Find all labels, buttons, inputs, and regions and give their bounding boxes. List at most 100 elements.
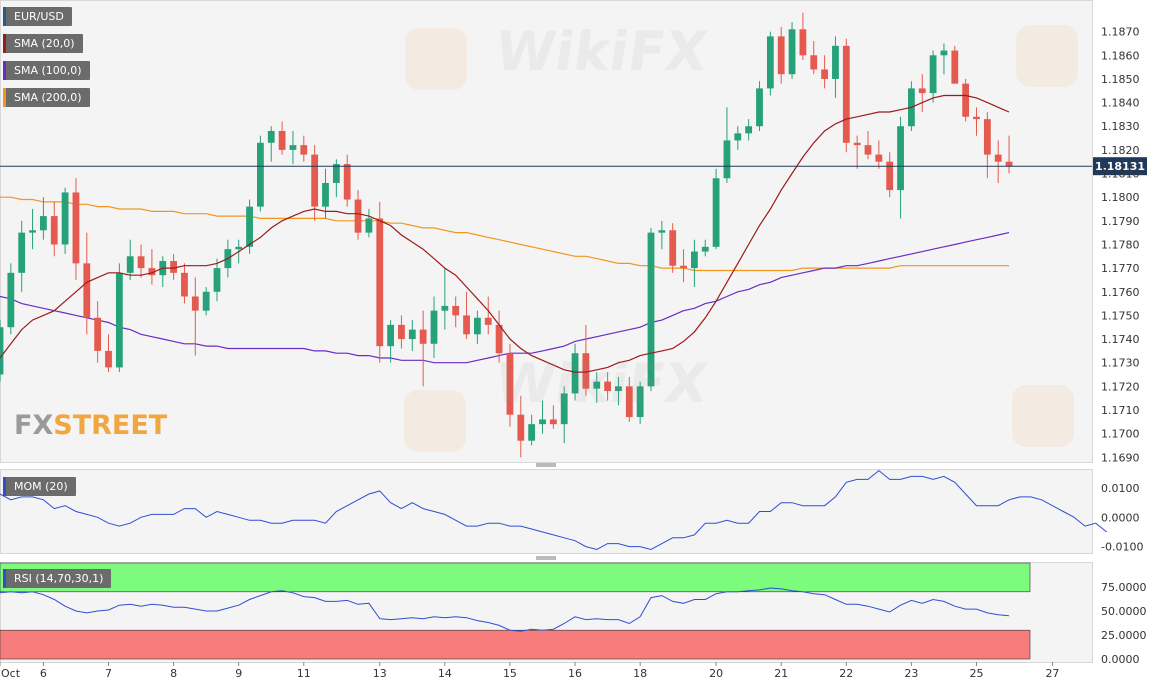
sma-100-path <box>0 232 1010 364</box>
candle-body <box>29 230 36 233</box>
candle-body <box>756 88 763 127</box>
x-tick-label: 27 <box>1045 667 1059 680</box>
legend-sma-20[interactable]: SMA (20,0) <box>3 34 83 53</box>
x-tick-label: 15 <box>503 667 517 680</box>
candle-body <box>734 133 742 141</box>
candle-body <box>213 268 221 292</box>
candle-body <box>680 265 687 269</box>
resize-handle-mom[interactable] <box>536 556 556 560</box>
candle-body <box>126 256 134 273</box>
candle-body <box>50 216 58 245</box>
candle-body <box>799 29 807 56</box>
sma-20-line <box>0 94 1010 373</box>
candle-body <box>539 419 546 425</box>
price-tick-label: 1.1790 <box>1101 215 1140 228</box>
candle-body <box>886 161 894 191</box>
x-tick-label: 22 <box>839 667 853 680</box>
candle-body <box>72 192 80 264</box>
price-tick-label: 1.1730 <box>1101 357 1140 370</box>
candle-body <box>691 251 698 269</box>
rsi-panel-border <box>0 562 1093 663</box>
candle-body <box>625 386 633 418</box>
candle-body <box>343 164 351 200</box>
candle-body <box>332 164 340 183</box>
momentum-line <box>0 469 1108 551</box>
candle-body <box>94 317 102 351</box>
candle-body <box>474 317 481 335</box>
candle-body <box>1005 161 1013 167</box>
candle-body <box>246 206 253 247</box>
candle-body <box>311 154 319 207</box>
legend-label: MOM (20) <box>14 480 68 493</box>
price-tick-label: 1.1710 <box>1101 404 1140 417</box>
candle-body <box>289 145 297 150</box>
price-panel-border <box>0 0 1093 463</box>
legend-sma-200[interactable]: SMA (200,0) <box>3 88 90 107</box>
legend-label: SMA (100,0) <box>14 64 82 77</box>
candle-body <box>278 130 286 150</box>
candle-body <box>430 310 438 344</box>
candle-body <box>452 305 460 316</box>
x-tick-label: 21 <box>774 667 788 680</box>
price-tick-label: 1.1810 <box>1101 168 1140 181</box>
candle-body <box>832 45 839 79</box>
legend-label: EUR/USD <box>14 10 64 23</box>
rsi-zones <box>0 562 1031 660</box>
legend-rsi[interactable]: RSI (14,70,30,1) <box>3 569 112 588</box>
rsi-overbought-zone <box>0 562 1031 593</box>
logo-street: STREET <box>53 410 168 441</box>
legend-momentum[interactable]: MOM (20) <box>3 477 76 496</box>
candle-body <box>604 381 611 392</box>
candle-body <box>148 268 156 276</box>
legend-instrument[interactable]: EUR/USD <box>3 7 72 26</box>
rsi-oversold-zone <box>0 629 1031 660</box>
price-tick-label: 1.1760 <box>1101 286 1140 299</box>
x-tick-label: 11 <box>297 667 311 680</box>
sma-200-line <box>0 196 1009 272</box>
candle-body <box>170 261 177 273</box>
watermark-logo-icon <box>1012 385 1074 447</box>
mom-tick-label: 0.0100 <box>1101 482 1140 495</box>
watermark-logo-icon <box>1016 25 1078 87</box>
resize-handle-price[interactable] <box>536 463 556 467</box>
mom-panel-bg <box>0 469 1092 553</box>
candle-body <box>257 142 264 207</box>
candle-body <box>235 246 243 250</box>
candle-body <box>408 329 416 340</box>
candle-body <box>441 305 449 311</box>
legend-swatch <box>3 7 6 26</box>
legend-label: SMA (200,0) <box>14 91 82 104</box>
candle-body <box>929 55 937 94</box>
legend-sma-100[interactable]: SMA (100,0) <box>3 61 90 80</box>
legend-swatch <box>3 88 6 107</box>
price-tick-label: 1.1800 <box>1101 191 1140 204</box>
x-tick-label: 20 <box>709 667 723 680</box>
price-tick-label: 1.1690 <box>1101 451 1140 464</box>
x-tick-label: 14 <box>438 667 452 680</box>
candle-body <box>766 36 774 89</box>
x-tick-label: 16 <box>568 667 582 680</box>
candle-body <box>528 424 536 441</box>
mom-panel-border <box>0 469 1093 554</box>
price-tick-label: 1.1860 <box>1101 49 1140 62</box>
candle-body <box>61 192 69 245</box>
candle-body <box>137 256 145 269</box>
candle-body <box>723 140 731 179</box>
candle-body <box>973 116 980 120</box>
candle-body <box>300 145 308 155</box>
candle-body <box>951 50 959 84</box>
candle-body <box>701 246 709 252</box>
candle-body <box>777 36 785 75</box>
candles <box>0 12 1013 458</box>
watermark: WikiFX <box>491 352 712 415</box>
price-tick-label: 1.1830 <box>1101 120 1140 133</box>
current-price-tag <box>1093 157 1147 176</box>
x-tick-label: 13 <box>373 667 387 680</box>
candle-body <box>853 142 861 146</box>
candle-body <box>484 317 492 325</box>
candle-body <box>376 218 384 347</box>
candle-body <box>191 296 199 311</box>
fxstreet-logo: FXSTREET <box>14 410 167 441</box>
candle-body <box>560 393 568 425</box>
x-tick-label: Oct <box>1 667 21 680</box>
